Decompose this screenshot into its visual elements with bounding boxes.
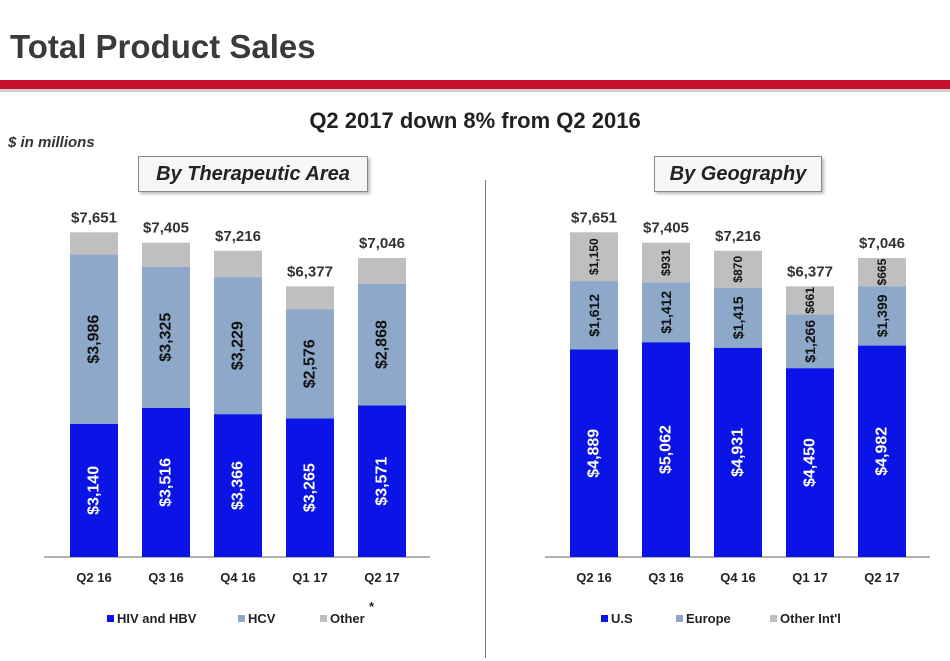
bar-segment [286,286,334,309]
legend-label: U.S [611,611,633,626]
footnote-marker: * [369,599,374,614]
data-label: $665 [875,258,889,285]
legend-label: HIV and HBV [117,611,196,626]
category-tick-label: Q2 16 [576,570,611,585]
legend-item-other-intl: Other Int'l [770,610,841,626]
category-tick-label: Q1 17 [292,570,327,585]
category-tick-label: Q2 17 [364,570,399,585]
data-label: $3,516 [158,458,175,507]
total-label: $7,651 [571,209,617,226]
data-label: $3,140 [86,466,103,515]
total-label: $7,046 [859,235,905,252]
data-label: $870 [731,256,745,283]
legend-swatch [601,615,608,622]
data-label: $3,571 [374,457,391,506]
legend-swatch [238,615,245,622]
data-label: $1,412 [658,291,674,334]
data-label: $4,889 [586,429,603,478]
data-label: $1,415 [730,296,746,339]
total-label: $6,377 [287,263,333,280]
category-tick-label: Q1 17 [792,570,827,585]
bar-segment [142,243,190,267]
data-label: $3,265 [302,463,319,512]
category-tick-label: Q2 16 [76,570,111,585]
total-label: $7,651 [71,209,117,226]
data-label: $1,399 [874,294,890,337]
category-tick-label: Q4 16 [220,570,255,585]
data-label: $3,366 [230,461,247,510]
total-label: $7,405 [643,220,689,237]
legend-item-europe: Europe [676,610,731,626]
data-label: $661 [803,287,817,314]
category-tick-label: Q4 16 [720,570,755,585]
total-label: $6,377 [787,263,833,280]
data-label: $2,576 [302,339,319,388]
data-label: $4,982 [874,427,891,476]
data-label: $4,931 [730,428,747,477]
bar-segment [214,251,262,277]
legend-item-other: Other [320,610,365,626]
legend-label: HCV [248,611,275,626]
bar-segment [358,258,406,284]
legend-swatch [107,615,114,622]
legend-swatch [320,615,327,622]
data-label: $3,229 [230,321,247,370]
category-tick-label: Q2 17 [864,570,899,585]
bar-segment [70,232,118,254]
data-label: $3,325 [158,313,175,362]
data-label: $1,150 [587,238,601,275]
data-label: $4,450 [802,438,819,487]
legend-label: Other [330,611,365,626]
data-label: $3,986 [86,315,103,364]
data-label: $1,266 [802,320,818,363]
total-label: $7,405 [143,220,189,237]
legend-item-us: U.S [601,610,633,626]
total-label: $7,216 [715,228,761,245]
total-label: $7,046 [359,235,405,252]
legend-item-hiv-hbv: HIV and HBV [107,610,196,626]
legend-item-hcv: HCV [238,610,275,626]
data-label: $5,062 [658,425,675,474]
data-label: $2,868 [374,320,391,369]
legend-label: Other Int'l [780,611,841,626]
legend-label: Europe [686,611,731,626]
legend-swatch [676,615,683,622]
category-tick-label: Q3 16 [148,570,183,585]
category-tick-label: Q3 16 [648,570,683,585]
data-label: $931 [659,249,673,276]
total-label: $7,216 [215,228,261,245]
data-label: $1,612 [586,294,602,337]
legend-swatch [770,615,777,622]
